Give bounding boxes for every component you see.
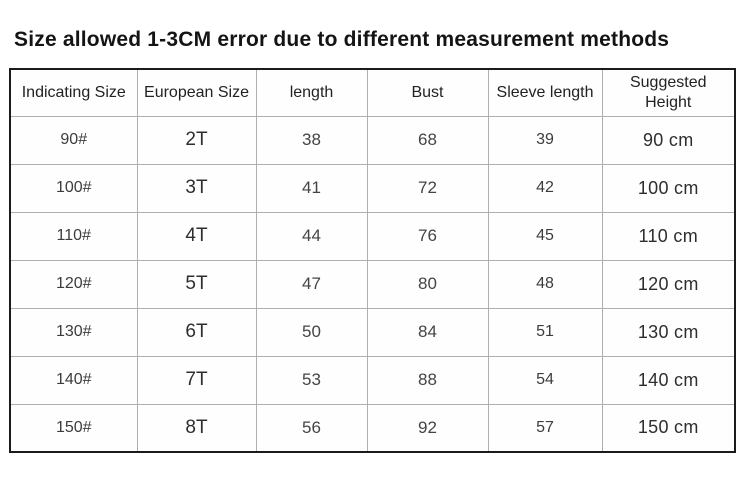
header-sleeve-length: Sleeve length (487, 68, 603, 117)
page-title: Size allowed 1-3CM error due to differen… (14, 28, 670, 51)
table-row: 90# 2T 38 68 39 90 cm (9, 115, 736, 165)
cell-indicating-size: 90# (9, 115, 138, 165)
cell-suggested-height: 100 cm (601, 163, 736, 213)
cell-bust: 80 (366, 259, 489, 309)
cell-length: 47 (255, 259, 368, 309)
cell-sleeve-length: 39 (487, 115, 603, 165)
cell-indicating-size: 130# (9, 307, 138, 357)
cell-sleeve-length: 42 (487, 163, 603, 213)
cell-european-size: 3T (136, 163, 257, 213)
size-table-body: 90# 2T 38 68 39 90 cm 100# 3T 41 72 42 1… (9, 115, 736, 453)
cell-length: 56 (255, 403, 368, 453)
table-row: 120# 5T 47 80 48 120 cm (9, 259, 736, 309)
cell-length: 38 (255, 115, 368, 165)
header-bust: Bust (366, 68, 489, 117)
header-suggested-height: Suggested Height (601, 68, 736, 117)
cell-bust: 92 (366, 403, 489, 453)
cell-european-size: 4T (136, 211, 257, 261)
cell-suggested-height: 130 cm (601, 307, 736, 357)
cell-bust: 84 (366, 307, 489, 357)
cell-sleeve-length: 48 (487, 259, 603, 309)
cell-indicating-size: 140# (9, 355, 138, 405)
cell-european-size: 2T (136, 115, 257, 165)
cell-european-size: 8T (136, 403, 257, 453)
cell-sleeve-length: 45 (487, 211, 603, 261)
cell-bust: 68 (366, 115, 489, 165)
header-row: Indicating Size European Size length Bus… (9, 68, 736, 117)
cell-suggested-height: 140 cm (601, 355, 736, 405)
header-european-size: European Size (136, 68, 257, 117)
header-indicating-size: Indicating Size (9, 68, 138, 117)
cell-length: 44 (255, 211, 368, 261)
cell-indicating-size: 120# (9, 259, 138, 309)
cell-indicating-size: 150# (9, 403, 138, 453)
cell-sleeve-length: 54 (487, 355, 603, 405)
table-row: 100# 3T 41 72 42 100 cm (9, 163, 736, 213)
table-row: 140# 7T 53 88 54 140 cm (9, 355, 736, 405)
cell-bust: 88 (366, 355, 489, 405)
cell-european-size: 7T (136, 355, 257, 405)
cell-bust: 72 (366, 163, 489, 213)
cell-european-size: 5T (136, 259, 257, 309)
cell-suggested-height: 110 cm (601, 211, 736, 261)
table-row: 150# 8T 56 92 57 150 cm (9, 403, 736, 453)
cell-suggested-height: 90 cm (601, 115, 736, 165)
header-length: length (255, 68, 368, 117)
cell-length: 53 (255, 355, 368, 405)
cell-sleeve-length: 51 (487, 307, 603, 357)
cell-european-size: 6T (136, 307, 257, 357)
cell-length: 41 (255, 163, 368, 213)
size-table: Indicating Size European Size length Bus… (9, 68, 736, 453)
cell-sleeve-length: 57 (487, 403, 603, 453)
table-row: 110# 4T 44 76 45 110 cm (9, 211, 736, 261)
cell-suggested-height: 150 cm (601, 403, 736, 453)
table-row: 130# 6T 50 84 51 130 cm (9, 307, 736, 357)
cell-bust: 76 (366, 211, 489, 261)
cell-suggested-height: 120 cm (601, 259, 736, 309)
cell-indicating-size: 110# (9, 211, 138, 261)
size-table-header: Indicating Size European Size length Bus… (9, 68, 736, 117)
cell-length: 50 (255, 307, 368, 357)
cell-indicating-size: 100# (9, 163, 138, 213)
